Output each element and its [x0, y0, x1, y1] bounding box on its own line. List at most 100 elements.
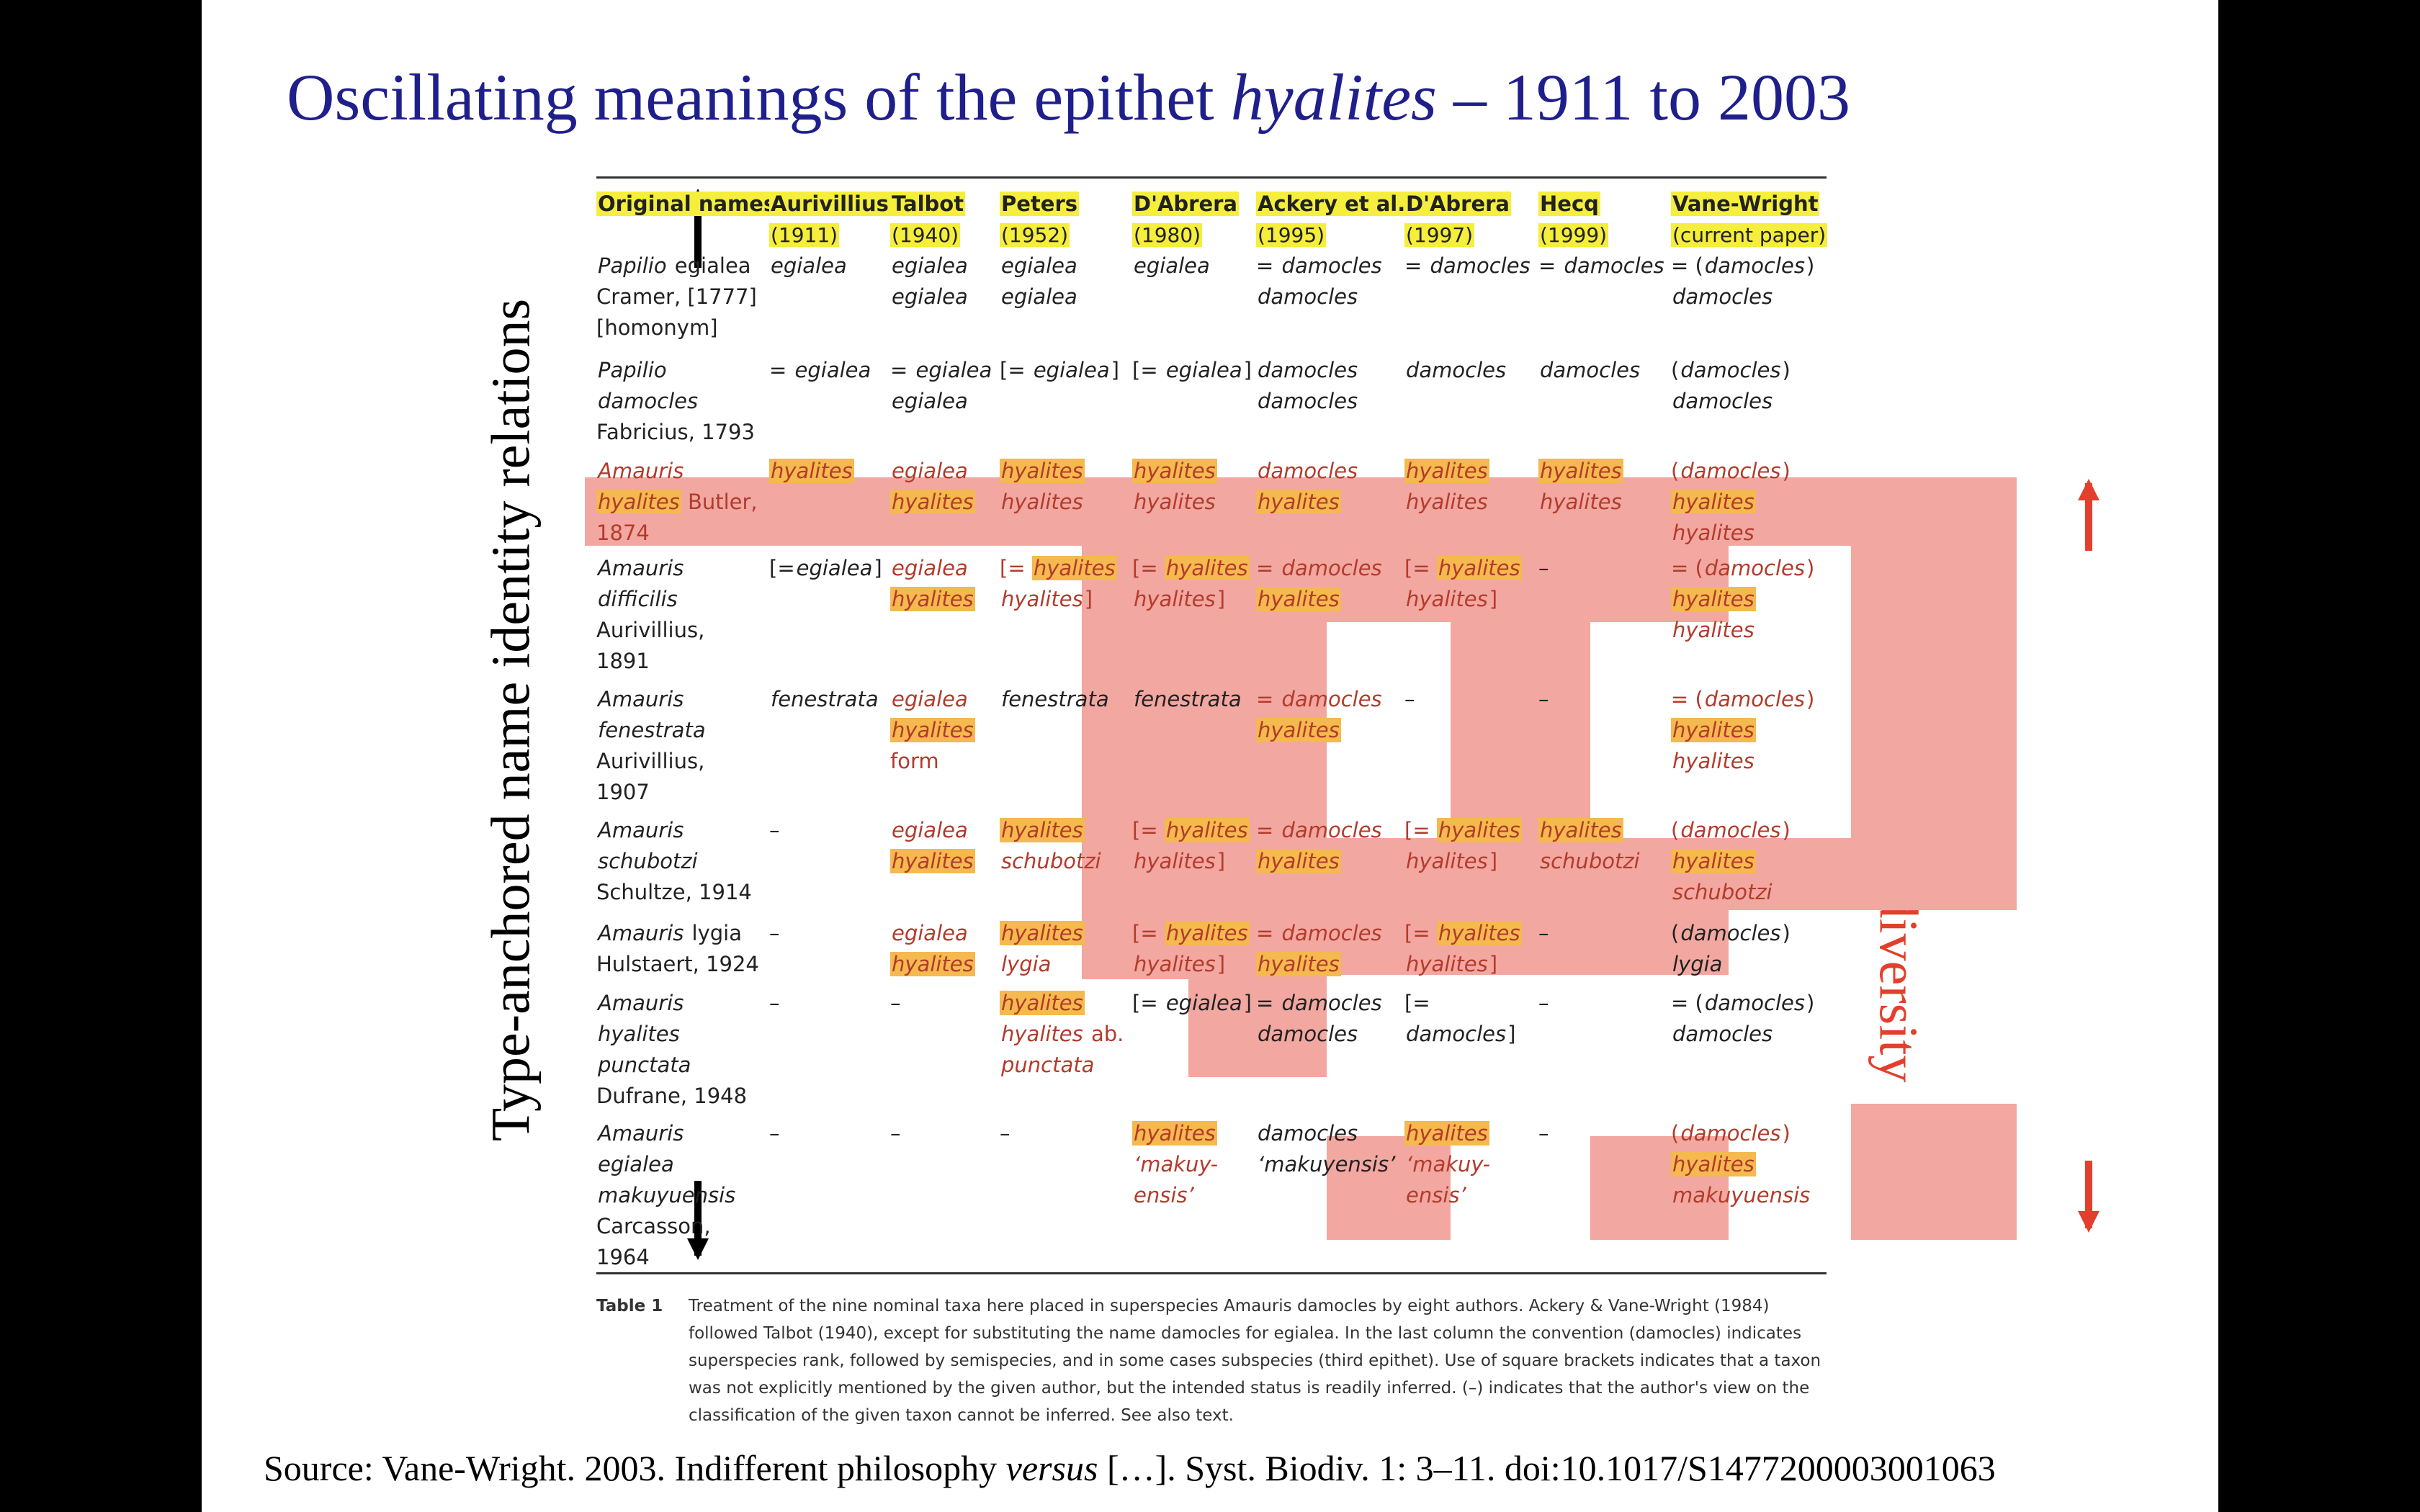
- table-cell: fenestrata: [1001, 687, 1109, 711]
- table-cell: = damocles hyalites: [1256, 687, 1382, 742]
- table-header-cell: Talbot (1940): [890, 192, 966, 247]
- table-cell: [= egialea]: [1132, 991, 1252, 1015]
- table-cell: [= damocles]: [1404, 991, 1516, 1046]
- table-cell: = (damocles) damocles: [1671, 253, 1815, 309]
- table-cell: (damocles) lygia: [1671, 921, 1791, 976]
- table-cell: hyalites ‘makuy-ensis’: [1404, 1121, 1491, 1207]
- table-cell: fenestrata: [771, 687, 879, 711]
- right-down-arrow-icon: [2078, 1161, 2099, 1233]
- table-cell: –: [769, 818, 780, 842]
- table-header-cell: Ackery et al. (1995): [1256, 192, 1407, 247]
- taxon-name-cell: Amauris hyalites punctata Dufrane, 1948: [596, 991, 748, 1108]
- caption-text: Treatment of the nine nominal taxa here …: [689, 1297, 1821, 1425]
- slide: Oscillating meanings of the epithet hyal…: [202, 0, 2218, 1512]
- table-cell: [= egialea]: [1000, 358, 1119, 382]
- source-citation: Source: Vane-Wright. 2003. Indifferent p…: [264, 1448, 1996, 1488]
- table-cell: –: [1538, 687, 1549, 711]
- table-cell: egialea hyalites: [890, 459, 975, 514]
- table-cell: [= hyalites hyalites]: [1404, 818, 1522, 873]
- table-header-cell: Peters (1952): [1000, 192, 1080, 247]
- table-cell: hyalites hyalites: [1132, 459, 1217, 514]
- table-cell: –: [1000, 1121, 1010, 1146]
- table-top-rule: [596, 176, 1827, 179]
- table-cell: damocles: [1540, 358, 1641, 382]
- table-cell: = damocles hyalites: [1256, 921, 1382, 976]
- table-cell: egialea hyalites: [890, 818, 975, 873]
- table-cell: = (damocles) damocles: [1671, 991, 1815, 1046]
- table-cell: hyalites hyalites ab. punctata: [1000, 991, 1124, 1077]
- table-cell: damocles: [1406, 358, 1507, 382]
- table-header-cell: Original names: [596, 192, 778, 216]
- table-header-cell: Hecq (1999): [1538, 192, 1609, 247]
- table-cell: = egialea: [769, 358, 871, 382]
- table-cell: = damocles: [1404, 253, 1531, 278]
- table-cell: (damocles) hyalites hyalites: [1671, 459, 1791, 545]
- taxon-name-cell: Amauris fenestrata Aurivillius, 1907: [596, 687, 706, 804]
- taxon-name-cell: Amauris lygia Hulstaert, 1924: [596, 921, 759, 976]
- taxon-name-cell: Papilio egialea Cramer, [1777] [homonym]: [596, 253, 757, 340]
- table-cell: –: [1538, 991, 1549, 1015]
- table-cell: [= hyalites hyalites]: [1132, 556, 1250, 611]
- table-cell: damocles damocles: [1258, 358, 1358, 413]
- table-header-cell: D'Abrera (1997): [1404, 192, 1511, 247]
- table-cell: = damocles: [1538, 253, 1664, 278]
- table-cell: [= hyalites hyalites]: [1132, 921, 1250, 976]
- table-header-cell: Aurivillius (1911): [769, 192, 890, 247]
- table-cell: –: [1538, 556, 1549, 580]
- table-cell: (damocles) hyalites schubotzi: [1671, 818, 1791, 904]
- table-cell: –: [769, 1121, 780, 1146]
- caption-label: Table 1: [596, 1297, 663, 1315]
- table-cell: hyalites: [769, 459, 854, 483]
- table-cell: [= hyalites hyalites]: [1404, 921, 1522, 976]
- taxon-name-cell: Amauris schubotzi Schultze, 1914: [596, 818, 752, 904]
- table-cell: hyalites hyalites: [1000, 459, 1085, 514]
- table-cell: = damocles hyalites: [1256, 556, 1382, 611]
- table-cell: –: [1404, 687, 1415, 711]
- table-cell: damocles hyalites: [1256, 459, 1358, 514]
- table-cell: = egialea egialea: [890, 358, 992, 413]
- table-cell: = damocles damocles: [1256, 253, 1382, 309]
- table-cell: egialea: [771, 253, 847, 278]
- table-cell: hyalites hyalites: [1404, 459, 1489, 514]
- table-cell: –: [1538, 1121, 1549, 1146]
- table-cell: [=egialea]: [769, 556, 882, 580]
- table-cell: egialea: [1134, 253, 1210, 278]
- table-cell: = damocles damocles: [1256, 991, 1382, 1046]
- table-header-cell: Vane-Wright (current paper): [1671, 192, 1828, 247]
- table-cell: [= egialea]: [1132, 358, 1252, 382]
- table-cell: = damocles hyalites: [1256, 818, 1382, 873]
- table-cell: egialea hyalites form: [890, 687, 975, 773]
- table-cell: egialea hyalites: [890, 921, 975, 976]
- table-cell: egialea hyalites: [890, 556, 975, 611]
- table-cell: hyalites schubotzi: [1000, 818, 1101, 873]
- table-cell: –: [890, 991, 901, 1015]
- table-cell: damocles ‘makuyensis’: [1258, 1121, 1396, 1176]
- table-bottom-rule: [596, 1272, 1827, 1274]
- table-cell: [= hyalites hyalites]: [1404, 556, 1522, 611]
- table-cell: fenestrata: [1134, 687, 1242, 711]
- table-cell: egialea egialea: [1001, 253, 1077, 309]
- taxon-name-cell: Papilio damocles Fabricius, 1793: [596, 358, 755, 444]
- table-cell: –: [890, 1121, 901, 1146]
- table-header-cell: D'Abrera (1980): [1132, 192, 1239, 247]
- taxon-name-cell: Amauris hyalites Butler, 1874: [596, 459, 758, 545]
- table-cell: –: [769, 991, 780, 1015]
- table-cell: hyalites ‘makuy-ensis’: [1132, 1121, 1219, 1207]
- taxonomy-table: Original names Aurivillius (1911) Talbot (19…: [202, 0, 2218, 1296]
- taxon-name-cell: Amauris egialea makuyuensis Carcasson, 1964: [596, 1121, 736, 1269]
- table-cell: hyalites hyalites: [1538, 459, 1623, 514]
- table-cell: (damocles) damocles: [1671, 358, 1791, 413]
- table-cell: [= hyalites hyalites]: [1132, 818, 1250, 873]
- table-cell: = (damocles) hyalites hyalites: [1671, 556, 1815, 642]
- table-cell: (damocles) hyalites makuyuensis: [1671, 1121, 1811, 1207]
- table-cell: hyalites schubotzi: [1538, 818, 1640, 873]
- table-cell: = (damocles) hyalites hyalites: [1671, 687, 1815, 773]
- table-cell: hyalites lygia: [1000, 921, 1085, 976]
- table-cell: –: [769, 921, 780, 945]
- table-cell: egialea egialea: [892, 253, 968, 309]
- slide-title: Oscillating meanings of the epithet hyal…: [287, 60, 1850, 134]
- right-up-arrow-icon: [2078, 479, 2099, 551]
- left-down-arrow-icon: [687, 1181, 709, 1260]
- table-cell: [= hyalites hyalites]: [1000, 556, 1117, 611]
- table-cell: –: [1538, 921, 1549, 945]
